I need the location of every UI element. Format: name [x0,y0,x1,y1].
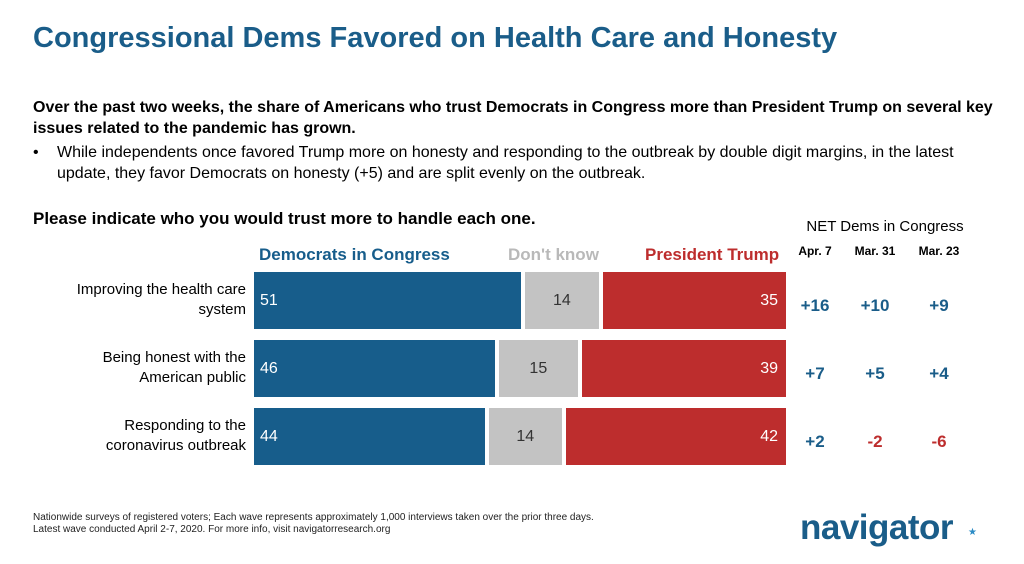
bar-dems [254,408,485,465]
bar-trump [602,272,786,329]
row-label-line: Improving the health care [76,281,246,298]
bar-dont-know [499,340,578,397]
bar-dont-know [525,272,599,329]
footnote-line-1: Nationwide surveys of registered voters;… [33,512,594,523]
bar-value-trump: 35 [760,292,778,309]
row-label: Improving the health care system [40,280,246,320]
row-label: Being honest with the American public [40,348,246,388]
row-label-line: system [198,301,246,318]
logo-star-icon: ★ [968,527,977,538]
net-value: +4 [929,364,949,383]
bar-dont-know [488,408,562,465]
row-label-line: Being honest with the [102,349,246,366]
row-label-line: Responding to the [124,417,246,434]
navigator-logo: navigator [800,508,954,547]
bar-dems [254,272,522,329]
bar-trump [581,340,786,397]
net-value: +16 [800,296,830,315]
net-value: +7 [805,364,825,383]
row-label-line: American public [139,369,246,386]
bar-value-trump: 39 [760,360,778,377]
row-label: Responding to the coronavirus outbreak [40,416,246,456]
legend-trump: President Trump [645,245,780,264]
net-value: +9 [929,296,949,315]
net-value: +2 [805,432,825,451]
bar-value-dont-know: 14 [516,428,535,445]
net-header-title: NET Dems in Congress [806,218,964,235]
legend-dems: Democrats in Congress [259,245,450,264]
bar-dems [254,340,496,397]
bar-value-dont-know: 14 [553,292,571,309]
net-value: +10 [860,296,890,315]
bar-value-dems: 44 [260,428,278,445]
bullet-text: While independents once favored Trump mo… [57,144,954,182]
bar-value-dems: 46 [260,360,278,377]
page-title: Congressional Dems Favored on Health Car… [33,22,838,54]
bar-value-trump: 42 [760,428,778,445]
bar-trump [565,408,786,465]
row-label-line: coronavirus outbreak [105,437,246,454]
net-wave-apr7: Apr. 7 [798,244,832,258]
bar-value-dems: 51 [260,292,278,309]
net-value: +5 [865,364,885,383]
net-wave-mar31: Mar. 31 [854,244,896,258]
legend-dont-know: Don't know [508,245,599,264]
net-value: -6 [931,432,947,451]
net-wave-mar23: Mar. 23 [918,244,960,258]
bullet-marker: • [33,144,39,161]
intro-text: Over the past two weeks, the share of Am… [33,99,993,137]
bullet-point: • While independents once favored Trump … [33,142,993,184]
footnote-line-2: Latest wave conducted April 2-7, 2020. F… [33,524,391,535]
net-value: -2 [867,432,883,451]
bar-value-dont-know: 15 [529,360,548,377]
question-text: Please indicate who you would trust more… [33,209,536,228]
footnote: Nationwide surveys of registered voters;… [33,512,594,536]
